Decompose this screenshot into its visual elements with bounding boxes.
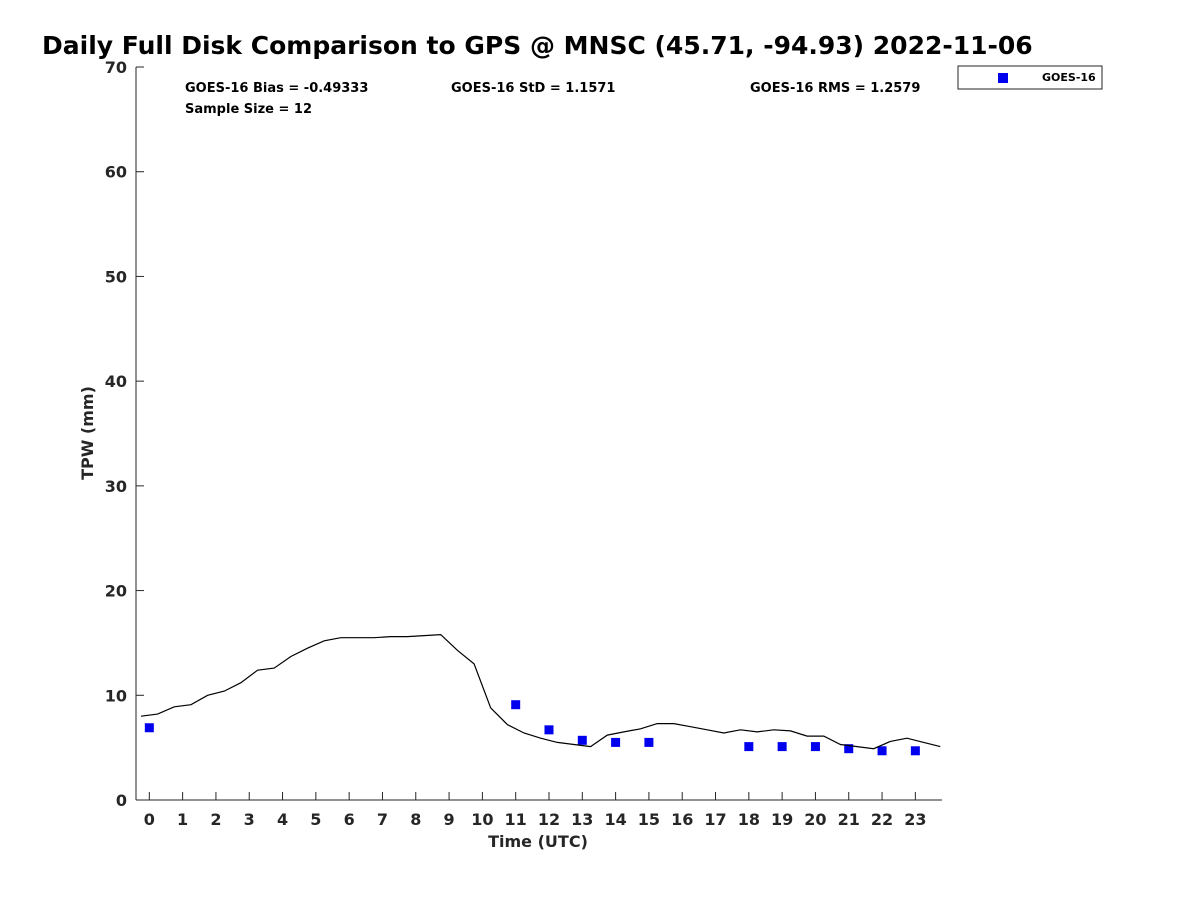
chart-title: Daily Full Disk Comparison to GPS @ MNSC… [42,31,1033,60]
series-layer [140,633,941,756]
y-tick-label: 50 [105,267,127,286]
x-tick-label: 17 [704,810,726,829]
goes16-point [810,742,820,752]
x-tick-label: 11 [505,810,527,829]
x-tick-label: 7 [377,810,388,829]
y-tick-label: 20 [105,582,127,601]
x-axis-label: Time (UTC) [488,832,588,851]
goes16-point [144,723,154,733]
legend: GOES-16 [957,65,1103,90]
x-tick-label: 15 [638,810,660,829]
bias-stat: GOES-16 Bias = -0.49333 [185,81,368,96]
x-tick-label: 10 [471,810,493,829]
x-tick-label: 22 [871,810,893,829]
y-tick-label: 10 [105,686,127,705]
x-tick-label: 12 [538,810,560,829]
goes16-point [644,737,654,747]
x-tick-label: 20 [804,810,826,829]
goes16-point [910,746,920,756]
x-tick-label: 16 [671,810,693,829]
x-tick-label: 8 [410,810,421,829]
y-tick-label: 40 [105,372,127,391]
x-tick-label: 19 [771,810,793,829]
goes16-point [844,744,854,754]
legend-label-goes16: GOES-16 [1042,71,1096,84]
goes16-point [577,735,587,745]
goes16-point [744,742,754,752]
legend-marker-goes16 [998,73,1008,83]
x-tick-label: 13 [571,810,593,829]
goes16-point [877,746,887,756]
x-tick-label: 9 [444,810,455,829]
goes16-point [777,742,787,752]
legend-box [957,65,1103,90]
x-tick-label: 5 [310,810,321,829]
y-tick-label: 70 [105,58,127,77]
y-ticks: 0 10 20 30 40 50 60 70 [105,58,144,810]
rms-stat: GOES-16 RMS = 1.2579 [750,81,920,96]
x-tick-label: 4 [277,810,288,829]
goes16-point [511,700,521,710]
plot-axes [135,67,942,801]
goes16-point [611,737,621,747]
goes16-point [544,725,554,735]
y-tick-label: 60 [105,163,127,182]
gps-tpw-line [140,633,941,750]
x-tick-label: 6 [344,810,355,829]
x-tick-label: 14 [604,810,626,829]
y-tick-label: 0 [116,791,127,810]
std-stat: GOES-16 StD = 1.1571 [451,81,615,96]
sample-size-stat: Sample Size = 12 [185,102,312,117]
x-ticks: 0 1 2 3 4 5 6 7 8 9 10 11 12 13 14 15 16 17 18 19 20 21 22 23 [144,792,926,829]
x-tick-label: 21 [838,810,860,829]
x-tick-label: 1 [177,810,188,829]
y-axis-label: TPW (mm) [78,386,97,480]
x-tick-label: 18 [738,810,760,829]
x-tick-label: 0 [144,810,155,829]
y-tick-label: 30 [105,477,127,496]
x-tick-label: 23 [904,810,926,829]
x-tick-label: 2 [210,810,221,829]
x-tick-label: 3 [244,810,255,829]
